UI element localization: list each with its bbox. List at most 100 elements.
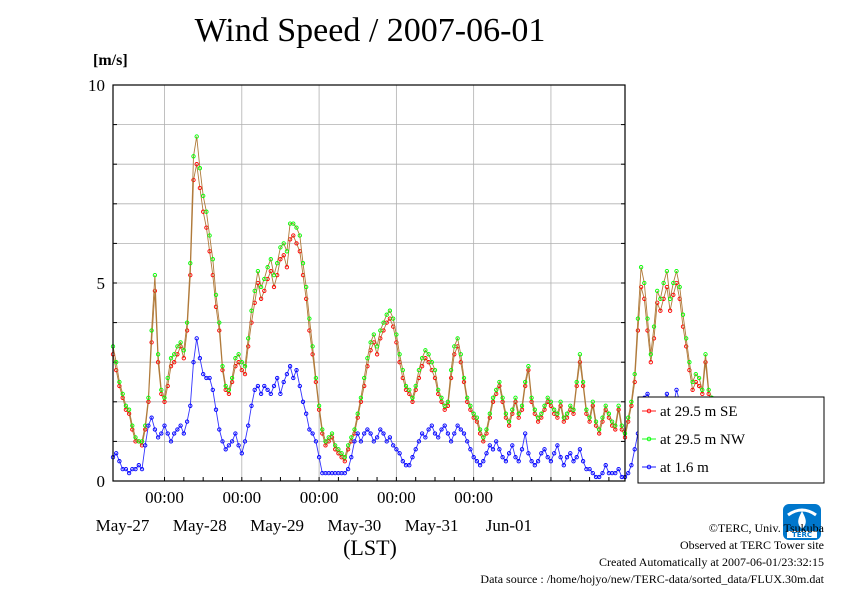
credit-observed: Observed at TERC Tower site [679,538,824,552]
data-point [268,257,273,262]
data-point [126,411,132,416]
data-point [442,407,447,412]
data-point [436,435,441,440]
data-point [490,447,496,452]
data-point [229,379,235,385]
legend-box [637,396,825,484]
data-point [146,395,151,400]
data-point [703,360,708,365]
data-point [226,443,232,448]
data-point [548,399,554,404]
data-point [564,455,570,460]
data-point [436,387,441,393]
data-point [684,336,689,341]
data-point [181,431,186,436]
data-point [172,431,177,436]
data-point [384,312,389,317]
data-point [114,451,119,456]
data-point [342,459,347,464]
y-tick-label: 0 [97,472,106,491]
data-point [397,352,402,357]
data-point [523,379,528,385]
data-point [162,423,167,428]
data-point [362,431,367,436]
data-point [300,399,306,404]
data-point [133,466,138,472]
data-point [397,451,402,456]
data-point [130,423,135,428]
data-point [426,427,431,432]
data-point [616,466,621,472]
data-point [126,470,132,476]
x-tick-time-label: 00:00 [454,488,493,507]
data-point [278,245,283,250]
data-point [658,308,663,313]
data-point [242,439,248,444]
data-point [461,375,467,381]
data-point [545,455,550,460]
data-point [468,447,473,452]
data-point [561,415,566,420]
data-point [626,419,631,424]
data-point [197,356,203,361]
data-point [516,459,521,464]
data-point [188,261,193,266]
data-point [632,447,637,452]
data-point [242,364,248,369]
data-point [651,324,657,329]
data-point [284,249,290,254]
credit-data-source: Data source : /home/hojyo/new/TERC-data/… [480,572,824,586]
data-point [523,431,528,436]
data-point [352,439,357,444]
data-point [423,435,428,440]
data-point [152,427,158,432]
data-point [452,431,457,436]
data-point [580,379,586,385]
data-point [593,419,599,424]
data-point [184,328,190,333]
data-point [188,403,193,408]
data-point [626,415,631,420]
data-point [529,395,534,400]
data-point [584,407,589,412]
data-point [532,407,537,412]
data-point [432,367,438,373]
data-point [552,451,557,456]
data-point [262,383,267,389]
data-point [680,312,686,317]
data-point [217,328,222,333]
data-point [355,431,360,436]
data-point [229,439,235,444]
y-axis-unit: [m/s] [93,52,128,69]
series-line [112,136,713,459]
data-point [181,356,186,361]
data-point [210,257,215,262]
data-point [210,387,215,393]
data-point [391,316,396,321]
data-point [133,435,138,440]
data-point [168,356,174,361]
data-point [117,459,122,464]
data-point [555,411,560,416]
data-point [439,427,444,432]
data-point [413,383,418,389]
data-point [175,344,180,349]
x-tick-date-label: May-31 [405,516,459,535]
data-point [587,419,592,424]
data-point [226,387,232,393]
data-point [162,395,167,400]
data-point [407,463,412,468]
data-point [255,383,261,389]
data-point [526,364,531,369]
x-tick-time-label: 00:00 [145,488,184,507]
data-point [117,383,122,389]
data-point [149,328,154,333]
x-tick-date-label: May-29 [250,516,304,535]
data-point [510,407,515,412]
data-point [339,451,344,456]
chart-title: Wind Speed / 2007-06-01 [194,12,546,49]
data-point [194,336,199,341]
data-point [609,419,615,424]
data-point [500,399,505,404]
data-point [465,439,470,444]
